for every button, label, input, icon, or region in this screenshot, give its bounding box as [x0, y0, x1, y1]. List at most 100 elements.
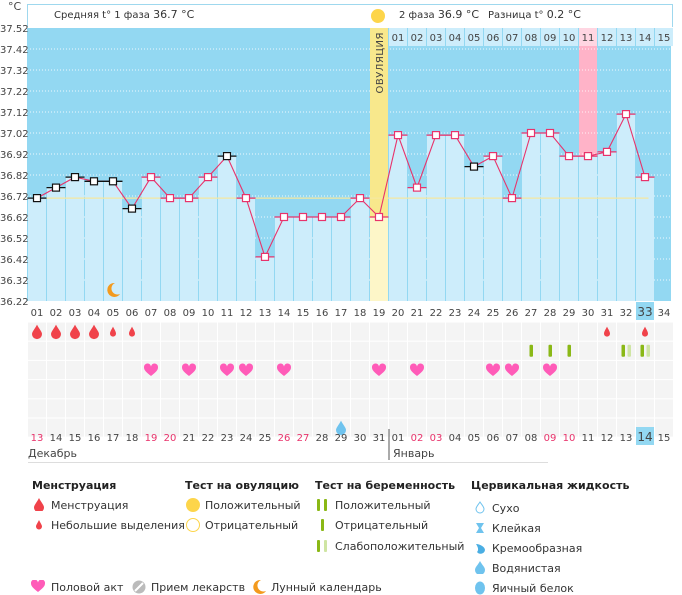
day-row-cell [446, 418, 464, 437]
day-row-cell [104, 341, 122, 360]
temperature-point [621, 109, 631, 119]
temperature-point [602, 147, 612, 156]
temperature-point [450, 131, 460, 140]
blood-drop-icon [89, 324, 100, 340]
day-row-cell [541, 380, 559, 399]
day-row-cell [256, 380, 274, 399]
phase2-value: 36.9 °C [437, 8, 480, 21]
y-tick-label: 37.32 [0, 66, 29, 77]
day-row-cell [389, 399, 407, 418]
day-row-cell [294, 360, 312, 380]
cycle-day-label: 04 [88, 308, 101, 319]
day-row-cell [104, 418, 122, 437]
temperature-bar [28, 198, 46, 301]
month-label-december: Декабрь [28, 447, 77, 460]
phase2-day-label: 06 [487, 33, 500, 44]
temperature-bar [465, 166, 483, 301]
cycle-day-label: 06 [126, 308, 139, 319]
calendar-date-label: 06 [487, 433, 500, 444]
temperature-point [298, 212, 308, 222]
day-row-cell [636, 399, 654, 418]
temperature-point [146, 173, 156, 182]
cycle-day-label: 22 [430, 308, 443, 319]
day-row-cell [123, 380, 141, 399]
day-row-cell [579, 418, 597, 437]
cycle-day-label: 23 [449, 308, 462, 319]
calendar-date-label: 22 [202, 433, 215, 444]
day-row-cell [123, 418, 141, 437]
legend-creamy: Кремообразная [492, 542, 583, 555]
day-row-cell [237, 399, 255, 418]
day-row-cell [427, 360, 445, 380]
pregnancy-positive-icon-line2 [324, 499, 327, 511]
legend-light-spotting: Небольшие выделения [51, 519, 185, 532]
phase2-day-cell [598, 28, 616, 46]
day-row-cell [503, 418, 521, 437]
temperature-bar [598, 151, 616, 301]
day-row-cell [47, 399, 65, 418]
legend-ovulation-negative: Отрицательный [205, 519, 299, 532]
day-row-cell [180, 380, 198, 399]
cycle-day-label: 14 [278, 308, 291, 319]
phase2-day-label: 03 [430, 33, 443, 44]
temperature-point [583, 152, 593, 161]
day-row-cell [66, 399, 84, 418]
legend-ovulation-test-title: Тест на овуляцию [185, 479, 299, 492]
cycle-day-label: 30 [582, 308, 595, 319]
y-tick-label: 36.32 [0, 276, 29, 287]
day-row-cell [199, 380, 217, 399]
legend-menstruation: Менструация [51, 499, 129, 512]
y-tick-label: 37.02 [0, 129, 29, 140]
y-tick-label: 36.72 [0, 192, 29, 203]
phase2-day-cell [655, 28, 673, 46]
heart-icon [504, 363, 520, 376]
day-row-cell [85, 341, 103, 360]
day-row-cell [484, 418, 502, 437]
temperature-point [488, 152, 498, 161]
temperature-bar [275, 217, 293, 301]
day-row-cell [104, 399, 122, 418]
pregnancy-test-negative-icon [567, 344, 571, 357]
calendar-date-label: 04 [449, 433, 462, 444]
day-row-cell [465, 380, 483, 399]
calendar-date-label: 17 [107, 433, 120, 444]
legend-pregnancy-negative: Отрицательный [335, 519, 429, 532]
day-row-cell [199, 322, 217, 341]
legend-intercourse: Половой акт [51, 581, 124, 594]
pregnancy-weak-icon-line2 [324, 540, 327, 552]
bbt-chart: 01 02 03 04 05 06 07 08 09 10 11 12 13 14 15 37.52 37.42… [0, 24, 673, 460]
y-tick-label: 36.42 [0, 255, 29, 266]
day-row-cell [598, 341, 616, 360]
day-row-cell [579, 341, 597, 360]
temperature-bar [484, 156, 502, 301]
day-row-cell [427, 341, 445, 360]
day-row-cell [104, 360, 122, 380]
day-row-cell [275, 322, 293, 341]
calendar-date-label: 05 [468, 433, 481, 444]
day-row-cell [560, 399, 578, 418]
day-row-cell [579, 380, 597, 399]
day-row-cell [351, 399, 369, 418]
day-row-cell [66, 360, 84, 380]
highlight-column [579, 46, 597, 157]
calendar-date-label: 25 [259, 433, 272, 444]
small-blood-drop-icon [110, 326, 116, 337]
day-row-cell [541, 322, 559, 341]
temperature-bar [256, 256, 274, 301]
phase2-day-cell [389, 28, 407, 46]
day-row-cell [161, 341, 179, 360]
legend-moon-calendar: Лунный календарь [271, 581, 382, 594]
legend-sticky: Клейкая [492, 522, 541, 535]
day-row-cell [332, 399, 350, 418]
pill-icon [132, 580, 146, 594]
pregnancy-negative-icon [321, 519, 324, 531]
calendar-date-label: 23 [221, 433, 234, 444]
calendar-date-label: 24 [240, 433, 253, 444]
y-tick-label: 36.82 [0, 171, 29, 182]
temperature-bar [313, 217, 331, 301]
day-row-cell [617, 380, 635, 399]
day-row-cell [237, 418, 255, 437]
phase2-day-label: 12 [601, 33, 614, 44]
temperature-point [469, 162, 479, 171]
pregnancy-test-weak-icon [621, 344, 625, 357]
